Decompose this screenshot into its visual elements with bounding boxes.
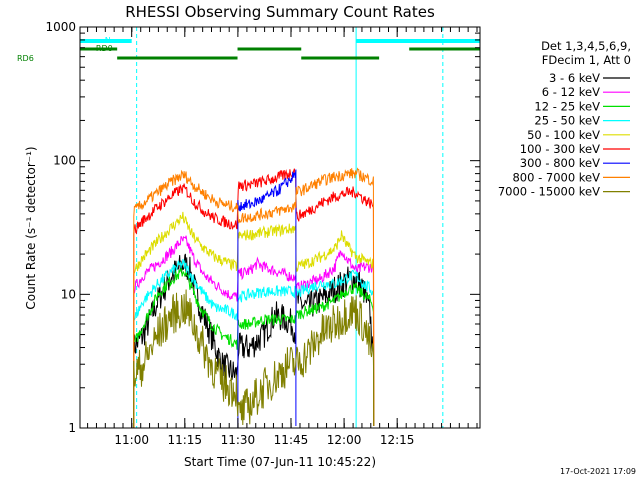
legend-header-line-1: Det 1,3,4,5,6,9, xyxy=(541,39,631,53)
y-tick-label: 1000 xyxy=(45,20,76,34)
series-line xyxy=(133,211,375,428)
legend-entry-label: 6 - 12 keV xyxy=(542,85,600,99)
plot-frame xyxy=(79,26,481,429)
x-tick-label: 11:15 xyxy=(167,433,202,447)
x-tick-label: 11:30 xyxy=(221,433,256,447)
legend-entry-label: 50 - 100 keV xyxy=(527,128,600,142)
series-line xyxy=(133,267,375,428)
x-axis-label: Start Time (07-Jun-11 10:45:22) xyxy=(184,455,376,469)
legend-entry-label: 100 - 300 keV xyxy=(520,142,600,156)
series-line xyxy=(133,167,375,428)
y-tick-label: 100 xyxy=(53,154,76,168)
y-tick-label: 1 xyxy=(68,421,76,435)
series-line xyxy=(237,169,297,428)
flag-label-rd6: RD6 xyxy=(17,54,34,63)
flag-label-n: N xyxy=(105,36,111,45)
series-line xyxy=(133,235,375,428)
x-tick-label: 12:15 xyxy=(380,433,415,447)
chart-title: RHESSI Observing Summary Count Rates xyxy=(125,3,435,21)
legend-header-line-2: FDecim 1, Att 0 xyxy=(542,53,631,67)
legend-entry-label: 25 - 50 keV xyxy=(534,114,600,128)
flag-label-rd0: RD0 xyxy=(96,44,113,53)
legend-entry-label: 12 - 25 keV xyxy=(534,99,600,113)
series-line xyxy=(133,289,375,428)
legend: Det 1,3,4,5,6,9, FDecim 1, Att 0 3 - 6 k… xyxy=(498,39,631,199)
timestamp: 17-Oct-2021 17:09 xyxy=(560,467,636,476)
y-tick-label: 10 xyxy=(61,287,76,301)
legend-entry-label: 3 - 6 keV xyxy=(549,71,600,85)
legend-entry-label: 7000 - 15000 keV xyxy=(498,185,600,199)
axes: 1 10 100 1000 11:00 11:15 11:30 11:45 12:00 12:15 xyxy=(45,20,481,447)
series-line xyxy=(133,258,375,428)
legend-entry-label: 300 - 800 keV xyxy=(520,156,600,170)
x-tick-label: 11:45 xyxy=(274,433,309,447)
y-axis-label: Count Rate (s⁻¹ detector⁻¹) xyxy=(24,146,38,309)
series-line xyxy=(133,168,375,428)
legend-entry-label: 800 - 7000 keV xyxy=(512,170,600,184)
x-tick-label: 12:00 xyxy=(327,433,362,447)
x-tick-label: 11:00 xyxy=(114,433,149,447)
